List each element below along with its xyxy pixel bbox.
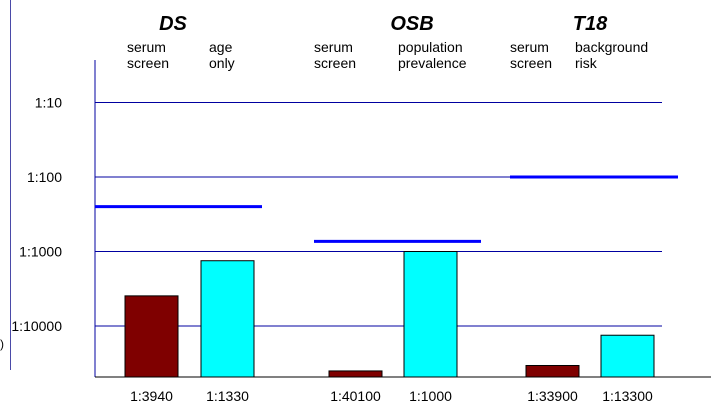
bar-label: screen xyxy=(127,55,169,71)
bar-label: serum xyxy=(510,39,549,55)
bar-label: screen xyxy=(510,55,552,71)
y-tick-label: 1:10000 xyxy=(11,318,62,334)
bar-label: screen xyxy=(314,55,356,71)
bar-label: prevalence xyxy=(398,55,467,71)
bar-ds-1 xyxy=(200,260,255,378)
value-label: 1:1330 xyxy=(206,388,249,404)
value-label: 1:33900 xyxy=(527,388,578,404)
group-title: OSB xyxy=(390,13,433,35)
bar-label: age xyxy=(209,39,233,55)
bar-label: serum xyxy=(127,39,166,55)
bar-t18-0 xyxy=(525,364,580,378)
y-tick-label: 1:100 xyxy=(27,169,62,185)
bar-t18-1 xyxy=(600,334,655,378)
bar-label: risk xyxy=(575,55,598,71)
value-label: 1:1000 xyxy=(409,388,452,404)
bar-label: serum xyxy=(314,39,353,55)
group-title: T18 xyxy=(573,13,608,35)
y-tick-label: 1:10 xyxy=(35,95,62,111)
page-edge-line xyxy=(10,0,11,370)
bar-osb-1 xyxy=(403,251,458,378)
bar-ds-0 xyxy=(124,295,179,378)
bar-label: background xyxy=(575,39,648,55)
value-label: 1:3940 xyxy=(130,388,173,404)
y-tick-label: 1:1000 xyxy=(19,244,62,260)
bar-label: population xyxy=(398,39,463,55)
bar-osb-0 xyxy=(328,370,383,378)
value-label: 1:40100 xyxy=(330,388,381,404)
stray-mark: ) xyxy=(0,337,4,351)
bar-label: only xyxy=(209,55,235,71)
group-title: DS xyxy=(159,13,187,35)
value-label: 1:13300 xyxy=(602,388,653,404)
